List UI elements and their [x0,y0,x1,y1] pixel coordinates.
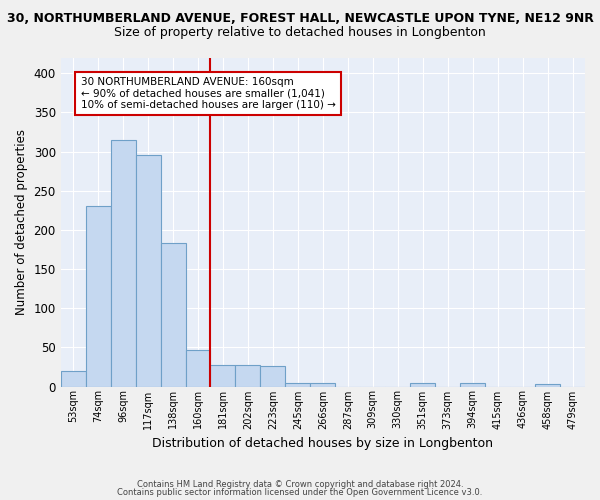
Bar [460,384,485,386]
Text: 30 NORTHUMBERLAND AVENUE: 160sqm
← 90% of detached houses are smaller (1,041)
10: 30 NORTHUMBERLAND AVENUE: 160sqm ← 90% o… [80,77,335,110]
Text: 30, NORTHUMBERLAND AVENUE, FOREST HALL, NEWCASTLE UPON TYNE, NE12 9NR: 30, NORTHUMBERLAND AVENUE, FOREST HALL, … [7,12,593,26]
Bar [211,364,235,386]
Bar [235,366,260,386]
Text: Contains HM Land Registry data © Crown copyright and database right 2024.: Contains HM Land Registry data © Crown c… [137,480,463,489]
Bar [86,206,110,386]
Bar [535,384,560,386]
Bar [136,156,161,386]
Y-axis label: Number of detached properties: Number of detached properties [15,129,28,315]
Bar [185,350,211,386]
Bar [410,384,435,386]
Bar [310,384,335,386]
Bar [161,243,185,386]
X-axis label: Distribution of detached houses by size in Longbenton: Distribution of detached houses by size … [152,437,493,450]
Text: Contains public sector information licensed under the Open Government Licence v3: Contains public sector information licen… [118,488,482,497]
Text: Size of property relative to detached houses in Longbenton: Size of property relative to detached ho… [114,26,486,39]
Bar [110,140,136,386]
Bar [260,366,286,386]
Bar [286,384,310,386]
Bar [61,371,86,386]
